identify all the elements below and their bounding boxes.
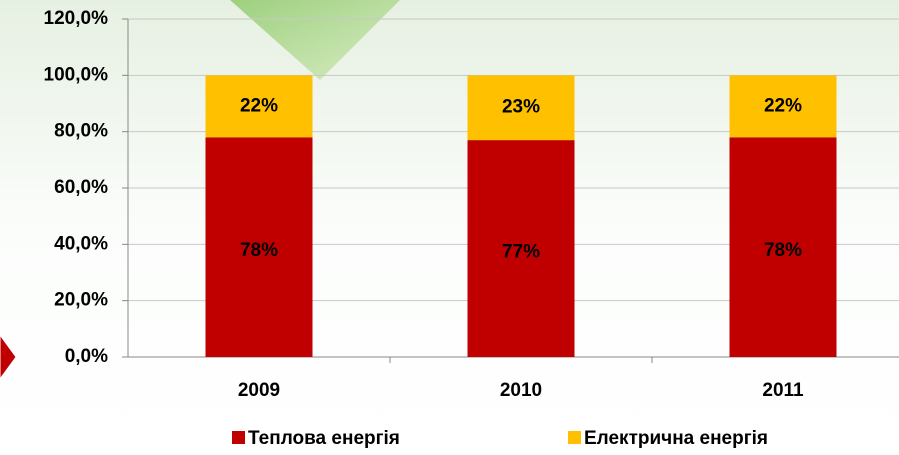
bar-segment	[467, 75, 575, 141]
y-tick-label: 120,0%	[44, 8, 109, 29]
x-tick-label: 2009	[238, 380, 280, 401]
y-tick-label: 0,0%	[65, 346, 108, 367]
bar-segment	[205, 75, 313, 138]
plot-area: 0,0% 20,0% 40,0% 60,0% 80,0% 100,0% 120,0% 78% 2…	[44, 8, 899, 449]
data-label: 77%	[502, 242, 540, 263]
arrow-decoration	[0, 334, 17, 380]
bar-segment	[467, 140, 575, 357]
data-label: 23%	[502, 97, 540, 118]
data-label: 78%	[240, 240, 278, 261]
data-label: 78%	[764, 240, 802, 261]
legend-label: Теплова енергія	[248, 428, 400, 449]
y-tick-label: 80,0%	[54, 121, 108, 142]
x-tick-label: 2010	[500, 380, 542, 401]
y-tick-label: 100,0%	[44, 64, 109, 85]
legend-label: Електрична енергія	[584, 428, 768, 449]
y-tick-label: 60,0%	[54, 177, 108, 198]
x-tick-label: 2011	[762, 380, 804, 401]
bar-segment	[205, 137, 313, 357]
decoration	[230, 0, 400, 80]
data-label: 22%	[240, 95, 278, 116]
legend-swatch	[232, 431, 245, 444]
y-tick-label: 20,0%	[54, 290, 108, 311]
legend-swatch	[568, 431, 581, 444]
bar-segment	[729, 137, 837, 357]
bar-segment	[729, 75, 837, 138]
y-tick-label: 40,0%	[54, 233, 108, 254]
data-label: 22%	[764, 95, 802, 116]
